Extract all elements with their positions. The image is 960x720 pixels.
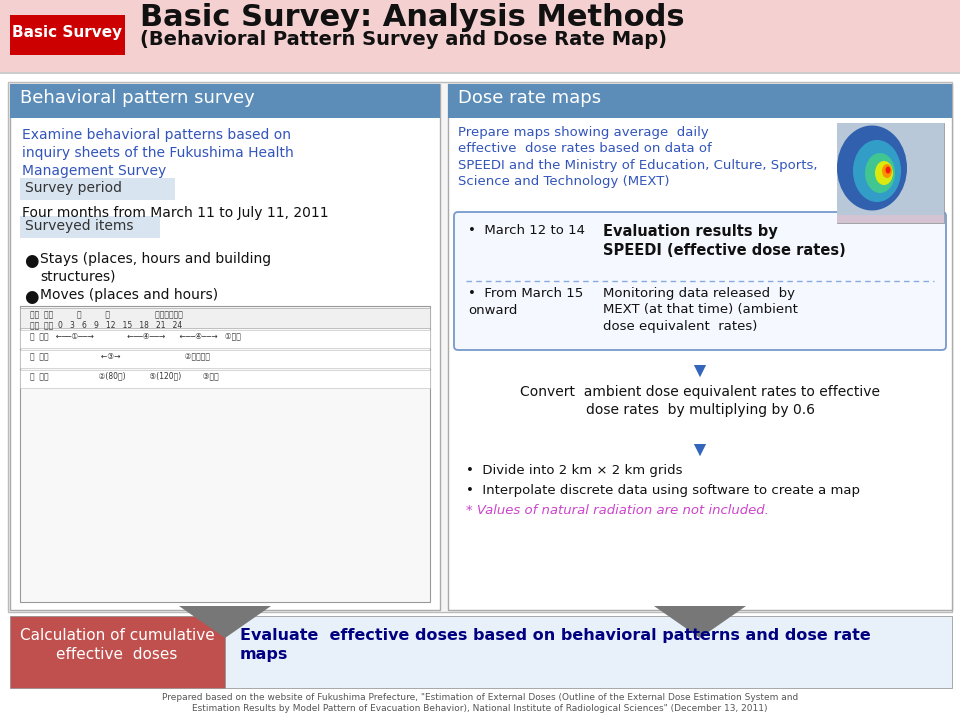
Text: Convert  ambient dose equivalent rates to effective
dose rates  by multiplying b: Convert ambient dose equivalent rates to…	[520, 385, 880, 417]
FancyBboxPatch shape	[454, 212, 946, 350]
Text: (Behavioral Pattern Survey and Dose Rate Map): (Behavioral Pattern Survey and Dose Rate…	[140, 30, 667, 49]
Text: 入  移動                      ←③→                           ②自宅の如: 入 移動 ←③→ ②自宅の如	[30, 351, 210, 360]
Text: Survey period: Survey period	[25, 181, 122, 195]
Text: 区分  滞在          時          刻                   地名・施設名: 区分 滞在 時 刻 地名・施設名	[30, 310, 182, 319]
Bar	[672, 606, 728, 608]
Text: Examine behavioral patterns based on
inquiry sheets of the Fukushima Health
Mana: Examine behavioral patterns based on inq…	[22, 128, 294, 178]
Text: •  Divide into 2 km × 2 km grids: • Divide into 2 km × 2 km grids	[466, 464, 683, 477]
Bar	[0, 0, 960, 72]
Text: Evaluate  effective doses based on behavioral patterns and dose rate
maps: Evaluate effective doses based on behavi…	[240, 628, 871, 662]
Ellipse shape	[882, 164, 892, 178]
Ellipse shape	[837, 125, 907, 210]
Bar	[225, 616, 952, 688]
Bar	[448, 84, 952, 118]
Text: ●: ●	[24, 252, 38, 270]
Text: Moves (places and hours): Moves (places and hours)	[40, 288, 218, 302]
Text: Stays (places, hours and building
structures): Stays (places, hours and building struct…	[40, 252, 271, 284]
Bar	[197, 606, 253, 608]
Bar	[10, 84, 440, 118]
Ellipse shape	[875, 161, 893, 185]
Polygon shape	[654, 606, 746, 638]
Text: 例  屋外                     ②(80分)          ⑤(120分)         ③車内: 例 屋外 ②(80分) ⑤(120分) ③車内	[30, 371, 219, 380]
Ellipse shape	[865, 153, 895, 193]
Text: Surveyed items: Surveyed items	[25, 219, 133, 233]
Bar	[10, 616, 225, 688]
Text: Prepare maps showing average  daily
effective  dose rates based on data of
SPEED: Prepare maps showing average daily effec…	[458, 126, 818, 189]
Bar	[20, 370, 430, 388]
Text: Basic Survey: Analysis Methods: Basic Survey: Analysis Methods	[140, 3, 684, 32]
Text: * Values of natural radiation are not included.: * Values of natural radiation are not in…	[466, 504, 769, 517]
Text: Monitoring data released  by
MEXT (at that time) (ambient
dose equivalent  rates: Monitoring data released by MEXT (at tha…	[603, 287, 798, 333]
Bar	[20, 308, 430, 328]
Text: •  March 12 to 14: • March 12 to 14	[468, 224, 585, 237]
FancyArrowPatch shape	[694, 351, 707, 377]
Text: Calculation of cumulative
effective  doses: Calculation of cumulative effective dose…	[19, 628, 214, 662]
Bar	[837, 123, 944, 223]
Text: Dose rate maps: Dose rate maps	[458, 89, 601, 107]
Bar	[20, 216, 160, 238]
Bar	[20, 306, 430, 602]
Bar	[20, 330, 430, 348]
Text: •  Interpolate discrete data using software to create a map: • Interpolate discrete data using softwa…	[466, 484, 860, 497]
Bar	[10, 15, 125, 55]
Bar	[8, 82, 952, 612]
Text: Basic Survey: Basic Survey	[12, 25, 122, 40]
Polygon shape	[179, 606, 271, 638]
FancyArrowPatch shape	[694, 430, 707, 456]
Bar	[448, 84, 952, 610]
Text: Evaluation results by
SPEEDI (effective dose rates): Evaluation results by SPEEDI (effective …	[603, 224, 846, 258]
Ellipse shape	[853, 140, 901, 202]
Text: 記  屋内   ←──①──→              ←──④──→      ←──④──→   ①自宅: 記 屋内 ←──①──→ ←──④──→ ←──④──→ ①自宅	[30, 331, 241, 340]
Text: Behavioral pattern survey: Behavioral pattern survey	[20, 89, 254, 107]
Ellipse shape	[885, 166, 891, 174]
Text: 月日  場所  0   3   6   9   12   15   18   21   24: 月日 場所 0 3 6 9 12 15 18 21 24	[30, 320, 182, 329]
Text: ●: ●	[24, 288, 38, 306]
Bar	[0, 72, 960, 74]
Bar	[20, 350, 430, 368]
Bar	[20, 178, 175, 200]
Bar	[837, 123, 944, 223]
Text: Prepared based on the website of Fukushima Prefecture, "Estimation of External D: Prepared based on the website of Fukushi…	[162, 693, 798, 714]
Text: Four months from March 11 to July 11, 2011: Four months from March 11 to July 11, 20…	[22, 206, 328, 220]
Bar	[10, 84, 440, 610]
Text: •  From March 15
onward: • From March 15 onward	[468, 287, 584, 317]
Bar	[837, 215, 944, 223]
